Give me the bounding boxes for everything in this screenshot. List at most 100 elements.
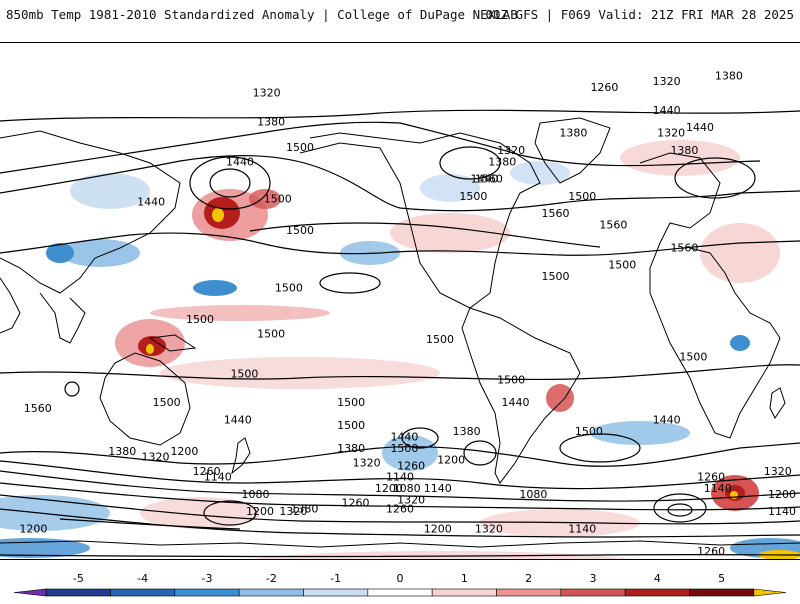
contour-label: 1500 xyxy=(575,425,603,438)
cold-anomaly-arabia xyxy=(730,335,750,351)
map-canvas[interactable]: 1380132012601320138014401380132013801440… xyxy=(0,43,800,559)
contour-label: 1440 xyxy=(653,413,681,426)
contour-label: 1140 xyxy=(204,471,232,484)
contour-label: 1500 xyxy=(337,396,365,409)
contour-label: 1500 xyxy=(679,350,707,363)
greenland-coastline xyxy=(534,117,611,184)
contour-label: 1500 xyxy=(426,333,454,346)
cool-anomaly-canada xyxy=(420,174,480,202)
contour-1440-south xyxy=(0,442,800,467)
height-contours xyxy=(0,109,800,558)
warm-band-north-pacific xyxy=(150,305,330,321)
colorbar-tick-label: 2 xyxy=(525,572,532,585)
map-title: 850mb Temp 1981-2010 Standardized Anomal… xyxy=(6,7,518,22)
colorbar-swatch xyxy=(238,588,304,597)
europe-africa-coastline xyxy=(639,152,781,439)
cold-anomaly-antarctic-west xyxy=(0,538,90,558)
contour-label: 1380 xyxy=(290,502,318,515)
contour-label: 1260 xyxy=(697,471,725,484)
contour-label: 1380 xyxy=(257,115,285,128)
warm-anomaly-asia xyxy=(700,223,780,283)
contour-label: 1320 xyxy=(279,505,307,518)
colorbar-swatch xyxy=(110,588,176,597)
colorbar-end-triangle-low xyxy=(13,588,47,597)
contour-label: 1320 xyxy=(657,127,685,140)
contour-label: 1260 xyxy=(590,81,618,94)
contour-label: 1320 xyxy=(475,522,503,535)
contour-label: 1320 xyxy=(497,144,525,157)
contour-label: 1500 xyxy=(275,282,303,295)
contour-1320-north xyxy=(0,109,800,122)
contour-label: 1200 xyxy=(424,522,452,535)
contour-1500-north xyxy=(0,232,800,256)
colorbar-swatch xyxy=(496,588,562,597)
south-america-coastline xyxy=(461,307,581,484)
contour-label: 1200 xyxy=(19,522,47,535)
new-zealand-coastline xyxy=(231,437,251,475)
warm-anomaly-southern-ocean xyxy=(140,497,260,529)
colorbar-tick-label: -5 xyxy=(73,572,84,585)
contour-closed-low-southern-ocean xyxy=(203,500,257,526)
contour-closed-low-south-indian-inner xyxy=(667,503,693,517)
contour-closed-low-scandinavia xyxy=(674,157,756,199)
colorbar-tick-label: -4 xyxy=(137,572,148,585)
contour-label: 1140 xyxy=(704,482,732,495)
contour-label: 1320 xyxy=(397,494,425,507)
cold-anomaly-south-pacific xyxy=(382,435,438,471)
contour-1260-polar xyxy=(0,553,800,558)
contour-label: 1380 xyxy=(488,155,516,168)
contour-1440-north xyxy=(0,155,800,212)
contour-label: 1500 xyxy=(390,442,418,455)
contour-label: 1260 xyxy=(397,459,425,472)
north-america-coastline xyxy=(299,132,541,309)
contour-label: 1380 xyxy=(337,442,365,455)
contour-label: 1380 xyxy=(670,144,698,157)
contour-label: 1260 xyxy=(697,545,725,558)
contour-label: 1200 xyxy=(437,454,465,467)
contour-closed-low-north-pacific-inner xyxy=(209,168,251,198)
contour-1500-tropics xyxy=(0,364,800,381)
contour-label: 1140 xyxy=(424,482,452,495)
contour-label: 1440 xyxy=(470,173,498,186)
contour-label: 1500 xyxy=(153,396,181,409)
contour-1200-south xyxy=(0,494,800,525)
contour-label: 1080 xyxy=(519,488,547,501)
contour-label: 1500 xyxy=(542,270,570,283)
colorbar-swatch xyxy=(174,588,240,597)
contour-label: 1200 xyxy=(768,488,796,501)
contour-label: 1560 xyxy=(599,218,627,231)
colorbar-tick-label: 5 xyxy=(718,572,725,585)
contour-label: 1200 xyxy=(246,505,274,518)
contour-label: 1440 xyxy=(653,104,681,117)
contour-label: 1380 xyxy=(108,445,136,458)
eurasia-east-coastline xyxy=(0,130,181,294)
contour-label: 1320 xyxy=(253,87,281,100)
contour-1380-north xyxy=(0,121,761,174)
colorbar-swatch xyxy=(689,588,755,597)
contour-label: 1140 xyxy=(568,522,596,535)
colorbar-tick-label: -2 xyxy=(266,572,277,585)
contour-label: 1260 xyxy=(386,502,414,515)
contour-label: 1560 xyxy=(24,402,52,415)
contour-1080-south xyxy=(59,518,241,530)
contour-label: 1080 xyxy=(393,482,421,495)
colorbar-swatch xyxy=(367,588,433,597)
anomaly-colorbar: -5 -4 -3 -2 -1 0 1 2 3 4 5 xyxy=(0,568,800,600)
contour-1320-south xyxy=(0,470,800,502)
colorbar-swatch xyxy=(560,588,626,597)
contour-label: 1500 xyxy=(337,419,365,432)
contour-label: 1500 xyxy=(257,327,285,340)
contour-label: 1200 xyxy=(375,482,403,495)
contour-closed-1560-south-atlantic xyxy=(559,433,641,463)
contour-label: 1560 xyxy=(475,173,503,186)
weather-map[interactable]: 1380132012601320138014401380132013801440… xyxy=(0,42,800,560)
contour-1560-north xyxy=(249,222,601,248)
india-coastline xyxy=(0,277,21,334)
contour-label: 1440 xyxy=(686,121,714,134)
cool-anomaly-greenland xyxy=(510,161,570,185)
contour-1140-south xyxy=(0,508,800,538)
contour-1380-south xyxy=(0,460,800,490)
contour-closed-1560-pacific xyxy=(319,272,381,294)
contour-labels: 1380132012601320138014401380132013801440… xyxy=(19,69,796,558)
extreme-warm-anomaly-maritime xyxy=(146,344,154,354)
